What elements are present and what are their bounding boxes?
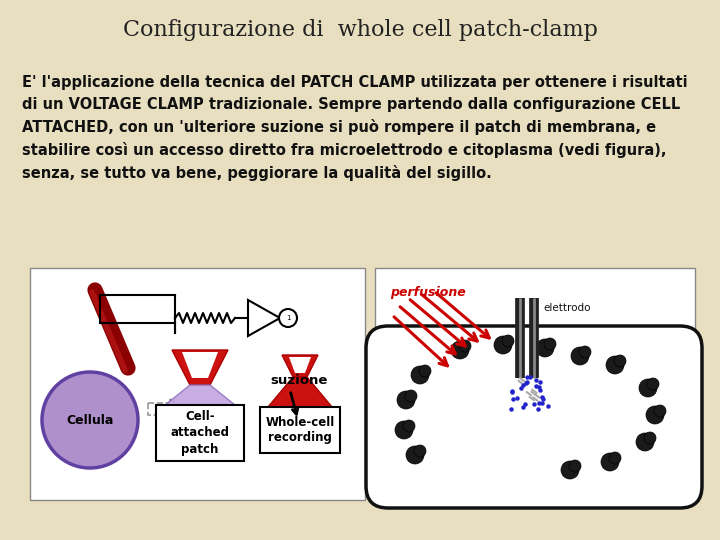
- Circle shape: [646, 406, 664, 424]
- Circle shape: [405, 390, 417, 402]
- Circle shape: [419, 365, 431, 377]
- Circle shape: [654, 405, 666, 417]
- Circle shape: [647, 378, 659, 390]
- Polygon shape: [182, 352, 218, 378]
- Circle shape: [606, 356, 624, 374]
- Polygon shape: [268, 377, 332, 407]
- Text: suzione: suzione: [270, 374, 328, 387]
- Circle shape: [459, 340, 471, 352]
- Circle shape: [502, 335, 514, 347]
- FancyBboxPatch shape: [156, 405, 244, 461]
- Polygon shape: [289, 357, 311, 373]
- Text: 1: 1: [286, 315, 290, 321]
- Polygon shape: [172, 350, 228, 385]
- Circle shape: [279, 309, 297, 327]
- Circle shape: [609, 452, 621, 464]
- Circle shape: [403, 420, 415, 432]
- Polygon shape: [282, 355, 318, 377]
- Circle shape: [536, 339, 554, 357]
- FancyBboxPatch shape: [30, 268, 365, 500]
- Circle shape: [406, 446, 424, 464]
- Circle shape: [451, 341, 469, 359]
- Circle shape: [397, 391, 415, 409]
- Circle shape: [42, 372, 138, 468]
- Text: Cellula: Cellula: [66, 414, 114, 427]
- Text: elettrodo: elettrodo: [543, 303, 590, 313]
- Polygon shape: [248, 300, 280, 336]
- Circle shape: [395, 421, 413, 439]
- Circle shape: [579, 346, 591, 358]
- Circle shape: [494, 336, 512, 354]
- Text: E' l'applicazione della tecnica del PATCH CLAMP utilizzata per ottenere i risult: E' l'applicazione della tecnica del PATC…: [22, 75, 688, 181]
- Circle shape: [636, 433, 654, 451]
- Circle shape: [569, 460, 581, 472]
- Circle shape: [411, 366, 429, 384]
- Circle shape: [644, 432, 656, 444]
- Text: Whole-cell
recording: Whole-cell recording: [266, 415, 335, 444]
- FancyBboxPatch shape: [375, 268, 695, 500]
- Text: perfusione: perfusione: [390, 286, 466, 299]
- Text: Configurazione di  whole cell patch-clamp: Configurazione di whole cell patch-clamp: [122, 19, 598, 41]
- Circle shape: [601, 453, 619, 471]
- Circle shape: [561, 461, 579, 479]
- Polygon shape: [148, 403, 170, 415]
- FancyBboxPatch shape: [260, 407, 340, 453]
- Circle shape: [639, 379, 657, 397]
- Circle shape: [544, 338, 556, 350]
- FancyBboxPatch shape: [366, 326, 702, 508]
- Circle shape: [571, 347, 589, 365]
- Polygon shape: [170, 399, 185, 419]
- Text: Cell-
attached
patch: Cell- attached patch: [171, 410, 230, 456]
- Circle shape: [414, 445, 426, 457]
- Circle shape: [614, 355, 626, 367]
- Polygon shape: [165, 385, 235, 405]
